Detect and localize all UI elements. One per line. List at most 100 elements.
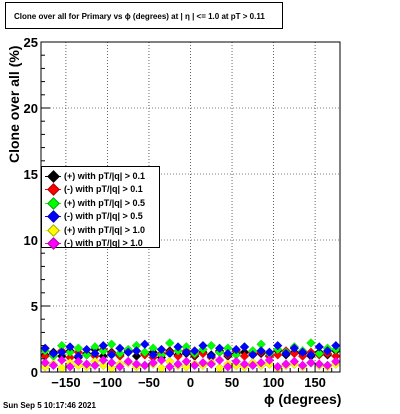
data-point [314, 348, 325, 359]
data-point [156, 344, 167, 355]
data-point [65, 361, 75, 372]
data-point [248, 360, 258, 371]
data-point [223, 361, 233, 372]
timestamp-footer: Sun Sep 5 10:17:46 2021 [3, 401, 96, 410]
data-point [281, 359, 291, 369]
data-point [181, 361, 192, 372]
data-point [214, 363, 225, 373]
data-point [123, 347, 133, 357]
y-tick-label: 10 [24, 233, 38, 248]
data-point [164, 338, 175, 348]
data-point [214, 343, 225, 354]
data-point [115, 343, 125, 354]
axes: −150 −100 −50 0 50 100 150 0 5 10 15 20 25 [24, 35, 341, 390]
data-point [272, 350, 283, 360]
data-point [131, 346, 142, 356]
data-point [322, 360, 333, 371]
data-point [239, 359, 250, 369]
x-tick-label: −50 [138, 375, 160, 390]
data-point [331, 340, 341, 351]
legend-entry: (-) with pT/|q| > 0.1 [44, 183, 159, 197]
legend-entry: (-) with pT/|q| > 0.5 [44, 210, 159, 224]
y-tick-label: 0 [31, 365, 38, 380]
data-point [272, 361, 283, 372]
y-axis-label: Clone over all (%) [6, 45, 22, 163]
y-tick-label: 15 [24, 167, 38, 182]
data-point [256, 346, 266, 356]
legend-marker [44, 223, 62, 237]
data-point [206, 340, 217, 351]
data-point [106, 357, 117, 368]
data-point [264, 355, 275, 365]
data-point [140, 339, 150, 350]
data-point [322, 346, 333, 356]
data-point [156, 355, 167, 365]
x-tick-label: 50 [225, 375, 239, 390]
data-point [73, 356, 84, 367]
y-tick-label: 20 [24, 101, 38, 116]
data-point [140, 347, 150, 357]
data-point [98, 360, 109, 371]
data-point [123, 356, 133, 367]
legend-marker [44, 196, 62, 210]
legend-marker [44, 237, 62, 251]
legend-marker [44, 169, 62, 183]
data-point [189, 346, 200, 356]
legend-label: (+) with pT/|q| > 0.5 [64, 197, 146, 208]
data-point [289, 343, 300, 354]
data-point [173, 342, 183, 352]
data-point [164, 361, 175, 372]
x-tick-label: 150 [304, 375, 326, 390]
data-point [106, 363, 117, 373]
chart-title: Clone over all for Primary vs ϕ (degrees… [5, 2, 283, 29]
data-point [81, 359, 92, 369]
data-point [173, 359, 183, 369]
data-point [65, 342, 75, 352]
data-point [56, 363, 67, 373]
data-point [140, 360, 150, 371]
legend-label: (-) with pT/|q| > 1.0 [64, 238, 143, 249]
y-tick-label: 5 [31, 299, 38, 314]
data-point [306, 338, 316, 348]
data-point [189, 360, 200, 371]
legend-label: (+) with pT/|q| > 1.0 [64, 224, 146, 235]
data-point [65, 347, 75, 357]
data-point [181, 347, 192, 357]
data-point [297, 347, 308, 357]
legend-entry: (+) with pT/|q| > 1.0 [44, 223, 159, 237]
data-point [281, 348, 291, 359]
legend-label: (+) with pT/|q| > 0.1 [64, 170, 146, 181]
x-tick-label: 100 [263, 375, 285, 390]
data-point [48, 348, 59, 359]
data-point [314, 359, 325, 369]
data-point [306, 357, 316, 368]
x-tick-label: −100 [93, 375, 122, 390]
data-point [148, 357, 158, 368]
data-point [40, 357, 50, 368]
data-point [81, 344, 92, 355]
legend-entry: (+) with pT/|q| > 0.5 [44, 196, 159, 210]
data-point [272, 340, 283, 351]
data-point [239, 342, 250, 352]
legend-entry: (+) with pT/|q| > 0.1 [44, 169, 159, 183]
data-points [40, 338, 341, 373]
data-point [181, 356, 192, 367]
data-point [223, 348, 233, 359]
data-point [256, 357, 266, 368]
data-point [156, 363, 167, 373]
data-point [131, 359, 142, 369]
data-point [98, 346, 109, 356]
data-point [90, 360, 100, 371]
data-point [331, 356, 341, 367]
legend: (+) with pT/|q| > 0.1 (-) with pT/|q| > … [41, 166, 160, 251]
data-point [115, 348, 125, 359]
x-tick-label: −150 [51, 375, 80, 390]
legend-label: (-) with pT/|q| > 0.1 [64, 184, 143, 195]
data-point [231, 344, 241, 355]
data-point [214, 355, 225, 365]
y-tick-label: 25 [24, 35, 38, 50]
data-point [206, 359, 217, 369]
legend-label: (-) with pT/|q| > 0.5 [64, 211, 143, 222]
data-point [48, 360, 59, 371]
data-point [106, 339, 117, 350]
